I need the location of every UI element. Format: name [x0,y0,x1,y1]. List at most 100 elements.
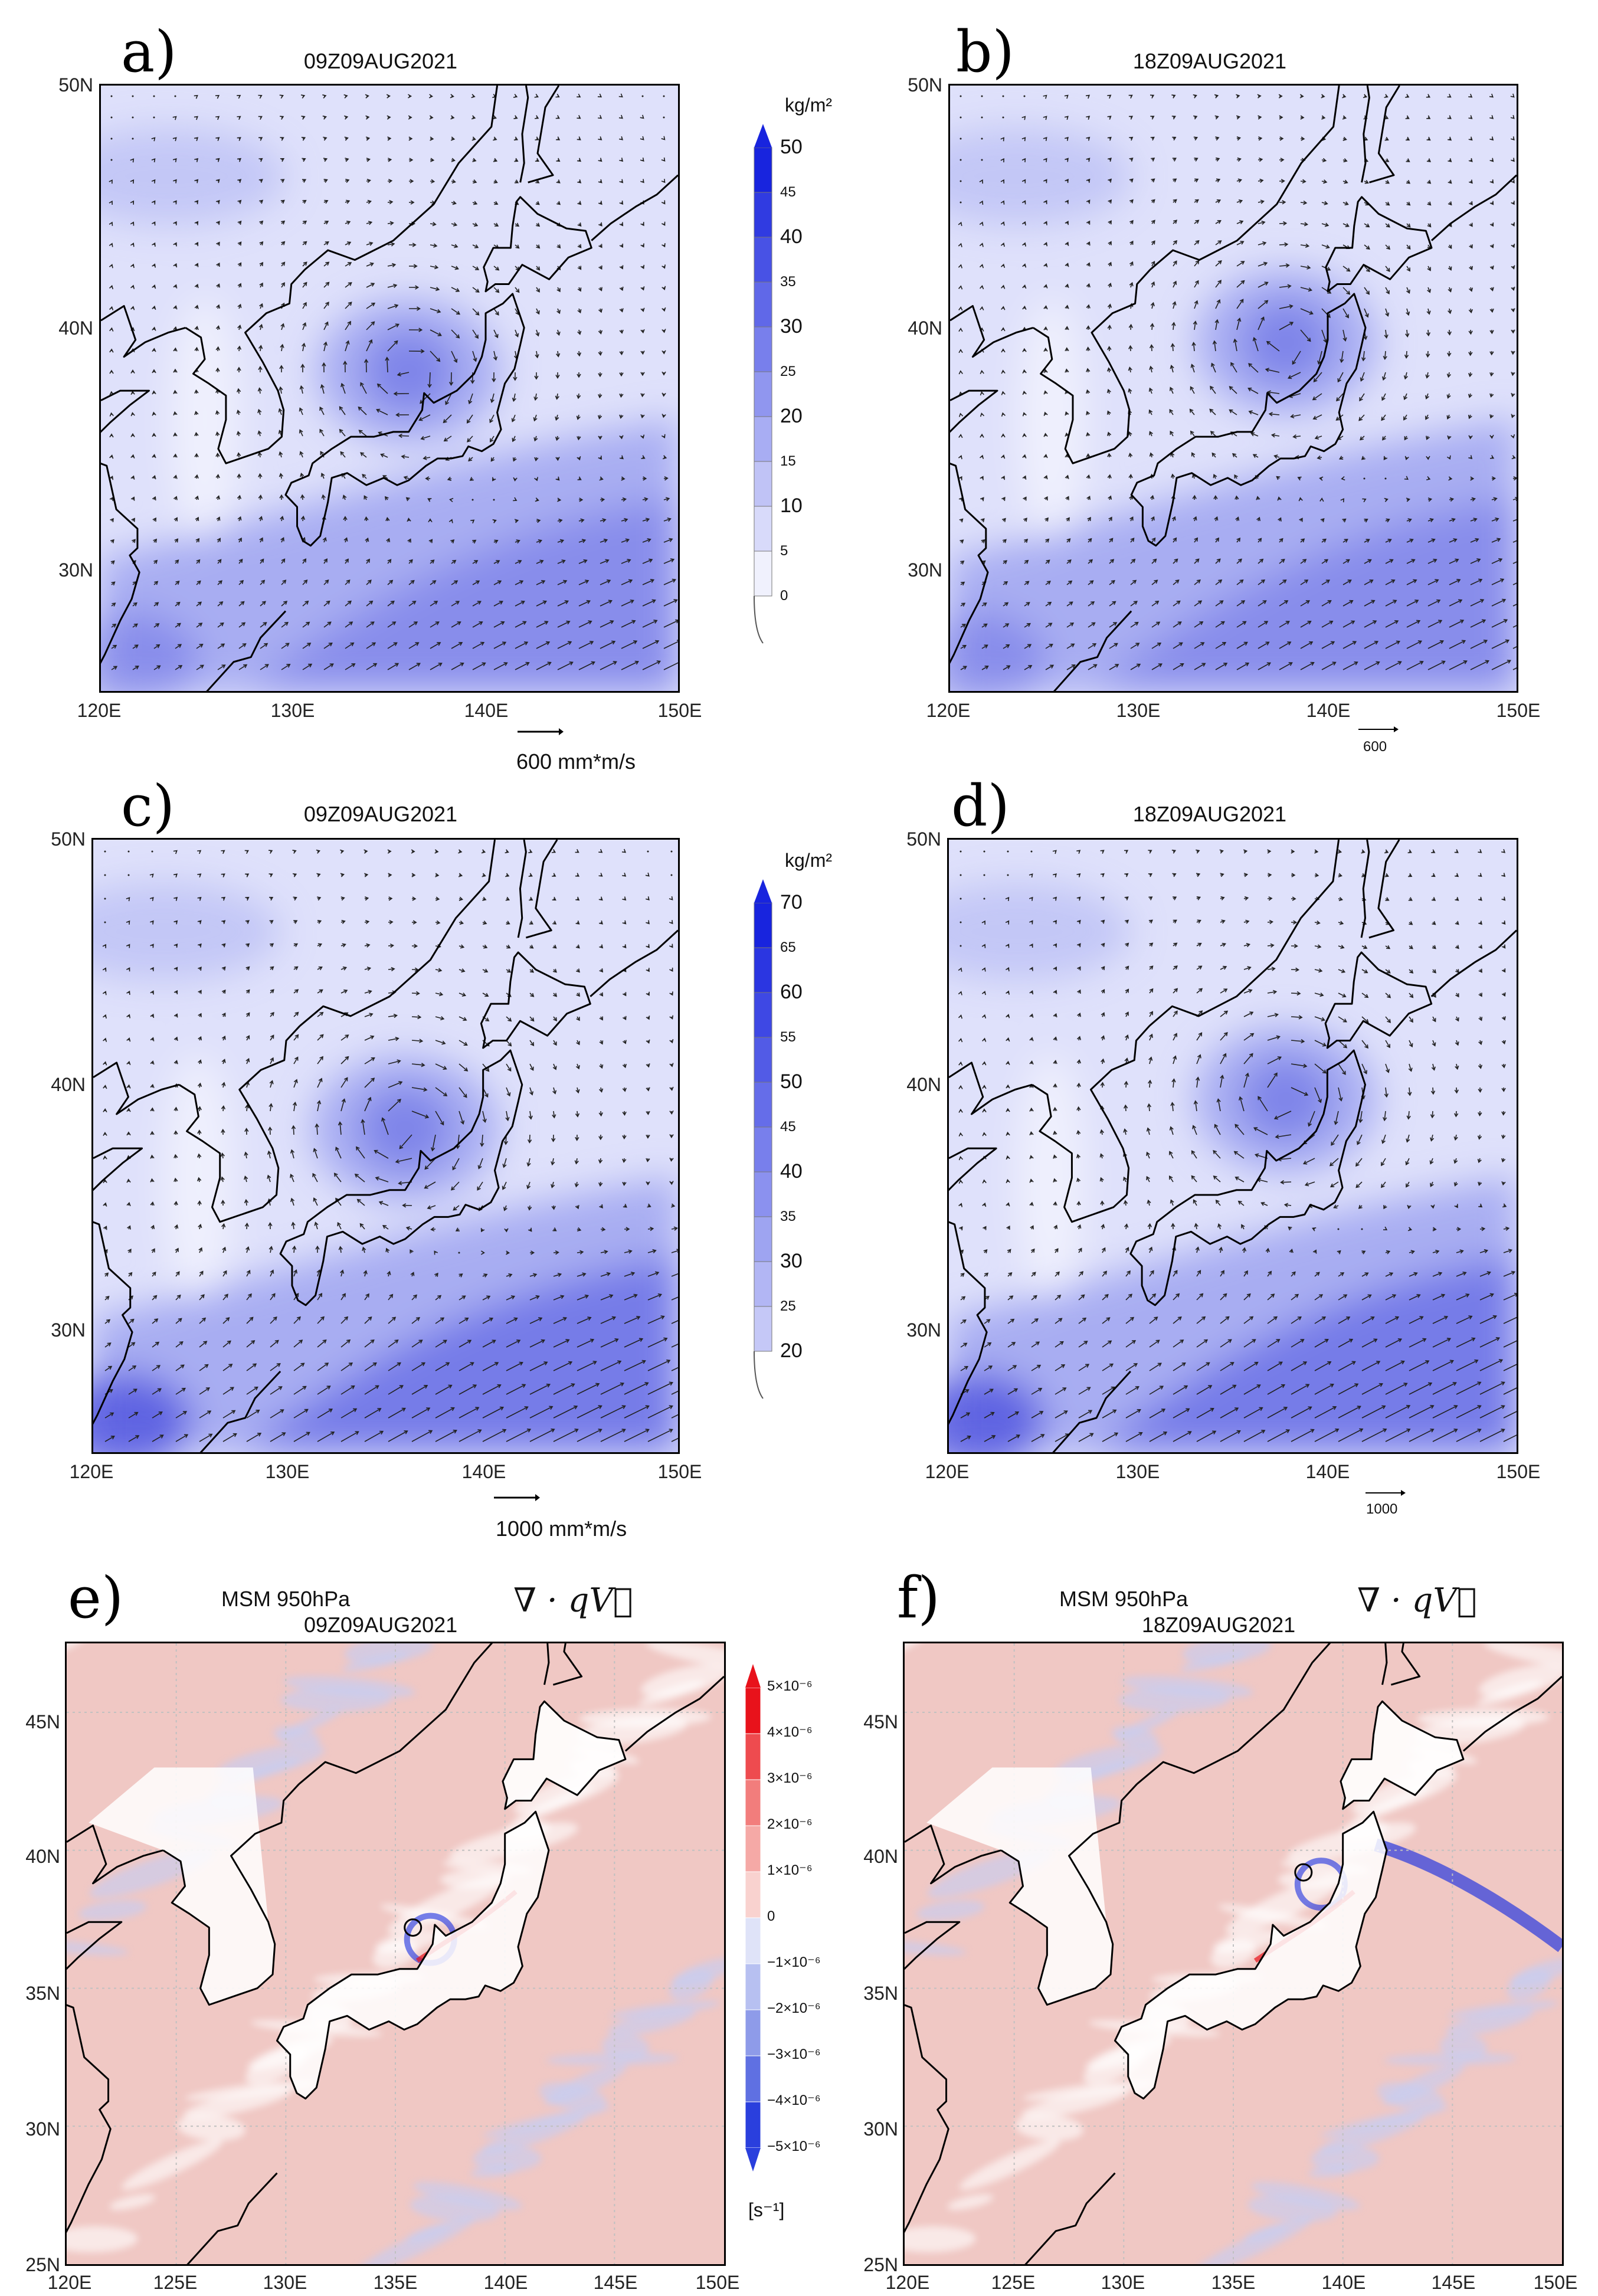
colorbar-1-tick-10: 10 [780,494,803,517]
ytick-c-0: 50N [51,828,86,850]
ytick-e-3: 30N [25,2118,60,2140]
xtick-e-4: 140E [483,2272,528,2293]
map-panel-e [65,1642,726,2266]
colorbar-2-tick-45: 45 [780,1119,796,1135]
ytick-d-0: 50N [906,828,941,850]
xtick-f-3: 135E [1211,2272,1256,2293]
colorbar-3-tick-2: 3×10⁻⁶ [767,1770,813,1786]
colorbar-3-tick-1: 4×10⁻⁶ [767,1724,813,1740]
map-canvas [101,86,678,691]
xtick-f-2: 130E [1101,2272,1145,2293]
xtick-d-0: 120E [925,1461,970,1482]
ytick-e-4: 25N [25,2254,60,2275]
ytick-b-1: 40N [908,317,942,339]
xtick-c-1: 130E [265,1461,310,1482]
ref-arrow-c [494,1494,540,1501]
panel-title-f-line2: 18Z09AUG2021 [1142,1613,1296,1637]
ytick-c-1: 40N [51,1074,86,1095]
colorbar-1-tick-35: 35 [780,274,796,290]
colorbar-1-tick-20: 20 [780,405,803,427]
ytick-e-1: 40N [25,1846,60,1867]
xtick-e-6: 150E [695,2272,740,2293]
ytick-e-2: 35N [25,1983,60,2004]
colorbar-3-tick-9: −4×10⁻⁶ [767,2092,821,2108]
panel-title-c: 09Z09AUG2021 [303,802,458,826]
ytick-d-2: 30N [906,1319,941,1341]
ytick-f-3: 30N [863,2118,898,2140]
colorbar-1-tick-15: 15 [780,453,796,469]
xtick-d-1: 130E [1115,1461,1160,1482]
map-canvas [93,840,678,1452]
ytick-c-2: 30N [51,1319,86,1341]
ytick-d-1: 40N [906,1074,941,1095]
colorbar-3-tick-5: 0 [767,1908,775,1924]
panel-label-d: d) [951,773,1010,839]
ref-vector-label-b: 600 [1363,739,1387,755]
colorbar-1-tick-0: 0 [780,588,788,604]
colorbar-2-unit: kg/m² [785,850,832,871]
xtick-e-5: 145E [593,2272,638,2293]
colorbar-1-tick-5: 5 [780,543,788,559]
ytick-b-2: 30N [908,559,942,581]
colorbar-2-tick-40: 40 [780,1160,803,1183]
xtick-b-1: 130E [1116,700,1161,721]
colorbar-1-tick-40: 40 [780,225,803,248]
panel-label-c: c) [121,773,175,839]
map-canvas [949,840,1517,1452]
panel-title-a: 09Z09AUG2021 [303,49,458,73]
xtick-b-3: 150E [1496,700,1541,721]
xtick-f-1: 125E [991,2272,1036,2293]
colorbar-1 [754,124,772,644]
panel-label-b: b) [956,19,1014,85]
formula-e: ∇ · qV⃗ [513,1581,633,1620]
xtick-b-0: 120E [926,700,971,721]
xtick-f-6: 150E [1533,2272,1578,2293]
xtick-e-3: 135E [373,2272,418,2293]
xtick-d-2: 140E [1305,1461,1350,1482]
colorbar-3-unit: [s⁻¹] [748,2199,785,2220]
xtick-e-1: 125E [153,2272,198,2293]
map-panel-c [91,838,680,1454]
xtick-c-0: 120E [69,1461,114,1482]
xtick-f-0: 120E [885,2272,930,2293]
ytick-b-0: 50N [908,74,942,96]
colorbar-2-tick-70: 70 [780,891,803,913]
colorbar-3 [745,1664,761,2171]
xtick-c-3: 150E [657,1461,702,1482]
ytick-a-2: 30N [58,559,93,581]
xtick-a-0: 120E [77,700,122,721]
colorbar-3-tick-7: −2×10⁻⁶ [767,2000,821,2016]
map-panel-f [903,1642,1564,2266]
ref-arrow-a [518,728,564,735]
ref-vector-label-a: 600 mm*m/s [516,749,636,774]
panel-label-a: a) [121,19,177,85]
colorbar-3-tick-10: −5×10⁻⁶ [767,2138,821,2154]
colorbar-1-tick-50: 50 [780,136,803,158]
colorbar-1-tick-25: 25 [780,363,796,379]
map-canvas [905,1643,1562,2264]
formula-f: ∇ · qV⃗ [1357,1581,1477,1620]
colorbar-3-tick-6: −1×10⁻⁶ [767,1954,821,1970]
colorbar-2-tick-30: 30 [780,1250,803,1272]
xtick-d-3: 150E [1496,1461,1541,1482]
colorbar-2-tick-35: 35 [780,1208,796,1224]
colorbar-2-tick-20: 20 [780,1339,803,1362]
ytick-f-1: 40N [863,1846,898,1867]
xtick-f-4: 140E [1321,2272,1366,2293]
xtick-c-2: 140E [461,1461,506,1482]
colorbar-3-tick-0: 5×10⁻⁶ [767,1678,813,1694]
colorbar-3-tick-4: 1×10⁻⁶ [767,1862,813,1878]
map-panel-a [99,84,680,693]
colorbar-3-tick-8: −3×10⁻⁶ [767,2046,821,2062]
panel-title-d: 18Z09AUG2021 [1132,802,1287,826]
colorbar-3-tick-3: 2×10⁻⁶ [767,1816,813,1832]
xtick-e-0: 120E [47,2272,92,2293]
ytick-f-2: 35N [863,1983,898,2004]
ref-vector-label-d: 1000 [1366,1501,1398,1517]
ytick-e-0: 45N [25,1711,60,1732]
colorbar-2-tick-60: 60 [780,981,803,1003]
colorbar-2-tick-25: 25 [780,1298,796,1314]
colorbar-1-unit: kg/m² [785,94,832,116]
map-panel-b [948,84,1518,693]
colorbar-2 [754,879,772,1399]
